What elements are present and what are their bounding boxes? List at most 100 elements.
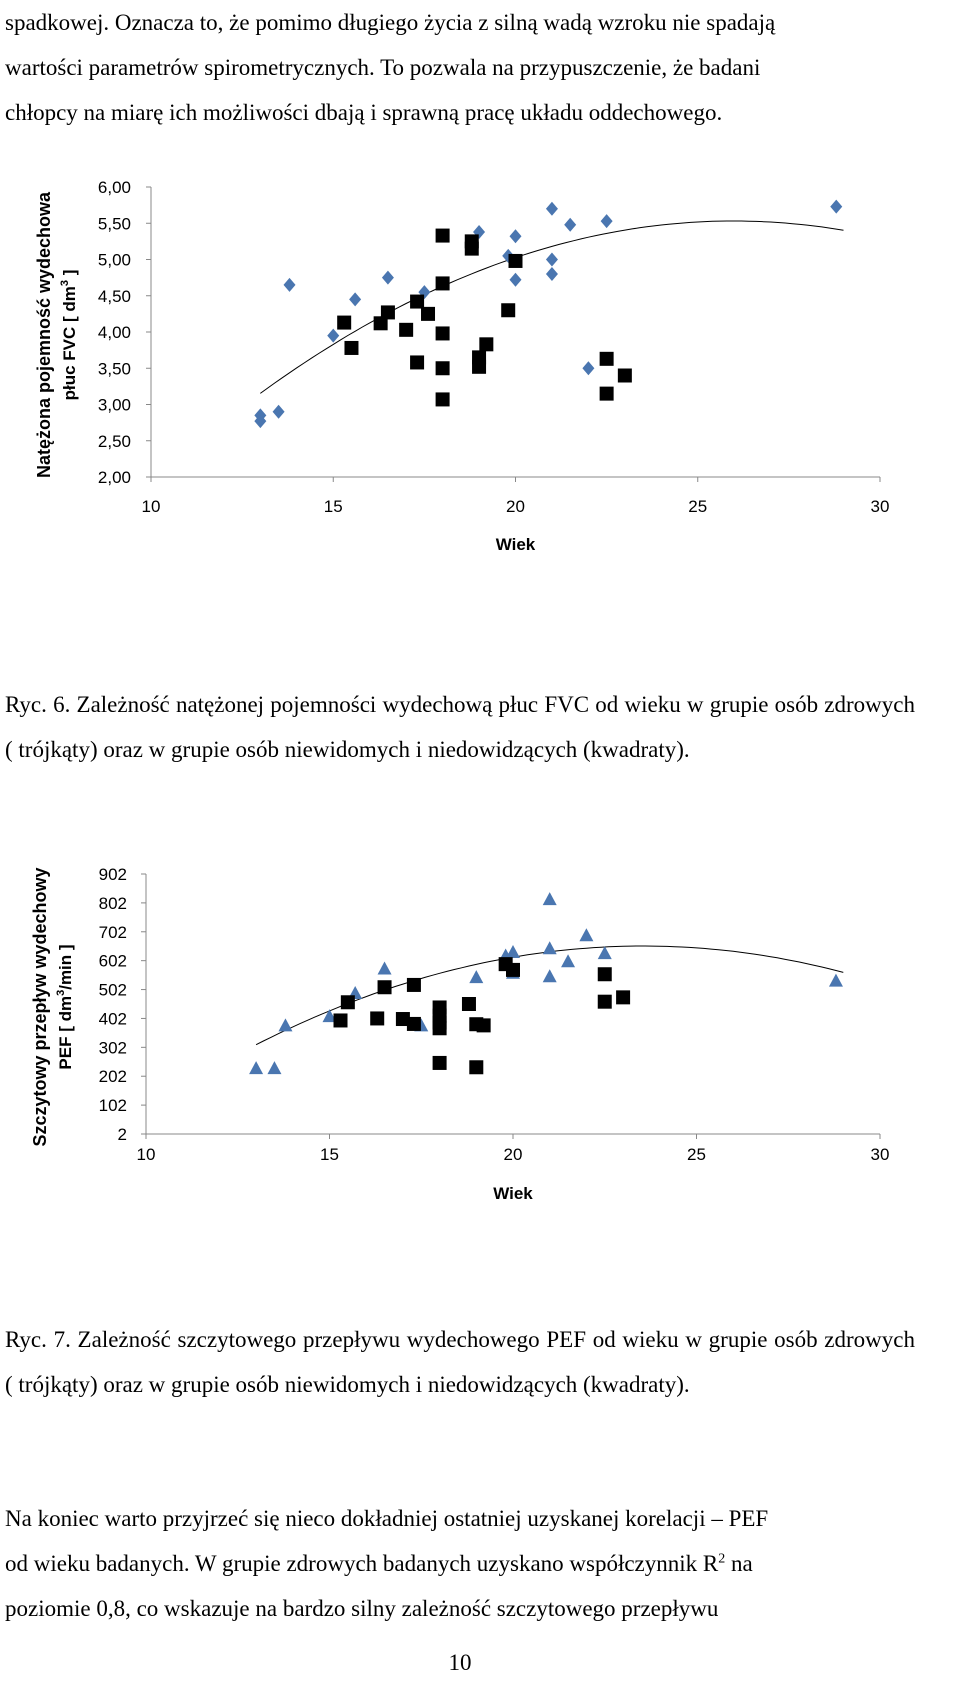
y-tick-label: 4,50	[98, 287, 131, 306]
data-point-square	[435, 228, 450, 243]
intro-line: spadkowej. Oznacza to, że pomimo długieg…	[5, 10, 776, 35]
data-point-triangle	[542, 892, 557, 906]
y-axis-title-line1: Natężona pojemność wydechowa	[34, 191, 54, 478]
closing-line: poziomie 0,8, co wskazuje na bardzo siln…	[5, 1596, 719, 1621]
data-point-square	[410, 355, 425, 370]
data-point-triangle	[506, 945, 520, 958]
r-squared-exponent: 2	[718, 1551, 726, 1567]
y-tick-label: 702	[99, 923, 127, 942]
x-tick-label: 15	[324, 497, 343, 516]
data-point-triangle	[267, 1061, 282, 1075]
y-axis-title-text: płuc FVC [ dm	[60, 286, 79, 400]
data-point-square	[479, 337, 494, 352]
x-tick-label: 20	[506, 497, 525, 516]
data-point-square	[432, 1055, 447, 1070]
data-point-square	[435, 276, 450, 291]
y-tick-label: 302	[99, 1038, 127, 1057]
data-point-square	[377, 980, 392, 995]
data-point-square	[432, 1021, 447, 1036]
data-point-triangle	[249, 1061, 264, 1075]
data-point-square	[464, 241, 479, 256]
x-axis-title: Wiek	[493, 1184, 533, 1203]
data-point-square	[472, 359, 487, 374]
data-point-square	[337, 315, 352, 330]
y-tick-label: 2	[118, 1125, 127, 1144]
data-point-diamond	[509, 272, 522, 287]
data-point-square	[476, 1018, 491, 1033]
y-tick-label: 502	[99, 981, 127, 1000]
data-point-square	[599, 351, 614, 366]
y-axis-title-superscript: 3	[55, 990, 67, 996]
data-point-square	[597, 994, 612, 1009]
figure-6-chart: 2,00 2,50 3,00 3,50 4,00 4,50 5,00 5,50 6,00 10 15…	[30, 175, 950, 600]
data-point-triangle	[597, 946, 612, 960]
figure-7-caption: Ryc. 7. Zależność szczytowego przepływu …	[5, 1327, 915, 1397]
data-point-triangle	[561, 954, 576, 968]
y-axis-title-line2: PEF [ dm3/min ]	[55, 944, 75, 1069]
data-point-diamond	[830, 199, 843, 214]
data-point-diamond	[381, 270, 394, 285]
x-tick-label: 15	[320, 1145, 339, 1164]
y-tick-label: 2,00	[98, 468, 131, 487]
x-tick-label: 30	[871, 497, 890, 516]
data-point-triangle	[828, 973, 843, 987]
y-axis-title-line1: Szczytowy przepływ wydechowy	[30, 867, 50, 1146]
y-tick-label: 402	[99, 1009, 127, 1028]
data-point-triangle	[278, 1018, 293, 1032]
figure-6-caption: Ryc. 6. Zależność natężonej pojemności w…	[5, 692, 915, 762]
data-point-square	[435, 392, 450, 407]
data-point-square	[508, 253, 523, 268]
closing-line: na	[725, 1551, 753, 1576]
data-point-triangle	[322, 1009, 337, 1023]
y-axis-title-text: ]	[60, 270, 79, 280]
data-point-diamond	[545, 252, 558, 267]
data-point-diamond	[283, 277, 296, 292]
intro-line: wartości parametrów spirometrycznych. To…	[5, 55, 761, 80]
y-tick-label: 5,00	[98, 251, 131, 270]
data-point-square	[461, 997, 476, 1011]
y-axis-title-text: PEF [ dm	[56, 996, 75, 1070]
data-point-square	[599, 386, 614, 401]
y-tick-label: 2,50	[98, 432, 131, 451]
data-point-diamond	[600, 214, 613, 229]
y-tick-label: 602	[99, 952, 127, 971]
y-tick-label: 102	[99, 1096, 127, 1115]
data-point-triangle	[579, 928, 594, 942]
figure-7-chart: 2 102 202 302 402 502 602 702 802 902 10 15 20 25 30 Wi…	[30, 862, 950, 1247]
data-point-triangle	[469, 970, 484, 984]
x-tick-label: 25	[688, 497, 707, 516]
y-axis-title-line2: płuc FVC [ dm3 ]	[59, 270, 79, 401]
y-axis-title-superscript: 3	[59, 280, 71, 286]
pef-scatter-chart: 2 102 202 302 402 502 602 702 802 902 10 15 20 25 30 Wi…	[30, 865, 890, 1203]
data-point-diamond	[545, 267, 558, 281]
y-axis-title-text: /min ]	[56, 944, 75, 989]
x-tick-label: 10	[142, 497, 161, 516]
intro-line: chłopcy na miarę ich możliwości dbają i …	[5, 100, 723, 125]
data-point-square	[616, 990, 631, 1005]
data-point-square	[435, 361, 450, 376]
data-point-square	[421, 306, 436, 321]
data-point-square	[501, 303, 516, 318]
x-axis-title: Wiek	[496, 535, 536, 554]
closing-line: Na koniec warto przyjrzeć się nieco dokł…	[5, 1506, 769, 1531]
y-tick-label: 902	[99, 865, 127, 884]
data-point-square	[399, 322, 414, 337]
y-tick-label: 3,00	[98, 396, 131, 415]
data-point-square	[410, 294, 425, 309]
y-tick-label: 5,50	[98, 214, 131, 233]
x-tick-label: 30	[871, 1145, 890, 1164]
page-number: 10	[448, 1650, 472, 1675]
y-tick-label: 802	[99, 894, 127, 913]
data-point-square	[435, 326, 450, 341]
data-point-diamond	[272, 404, 285, 419]
closing-line: od wieku badanych. W grupie zdrowych bad…	[5, 1551, 719, 1576]
data-point-diamond	[545, 201, 558, 216]
fvc-scatter-chart: 2,00 2,50 3,00 3,50 4,00 4,50 5,00 5,50 6,00 10 15…	[34, 178, 890, 554]
data-point-square	[406, 977, 421, 992]
data-point-triangle	[377, 961, 392, 975]
data-point-diamond	[327, 328, 340, 343]
y-tick-label: 3,50	[98, 359, 131, 378]
data-point-square	[373, 316, 388, 331]
data-point-square	[506, 962, 520, 977]
data-point-square	[395, 1012, 410, 1027]
